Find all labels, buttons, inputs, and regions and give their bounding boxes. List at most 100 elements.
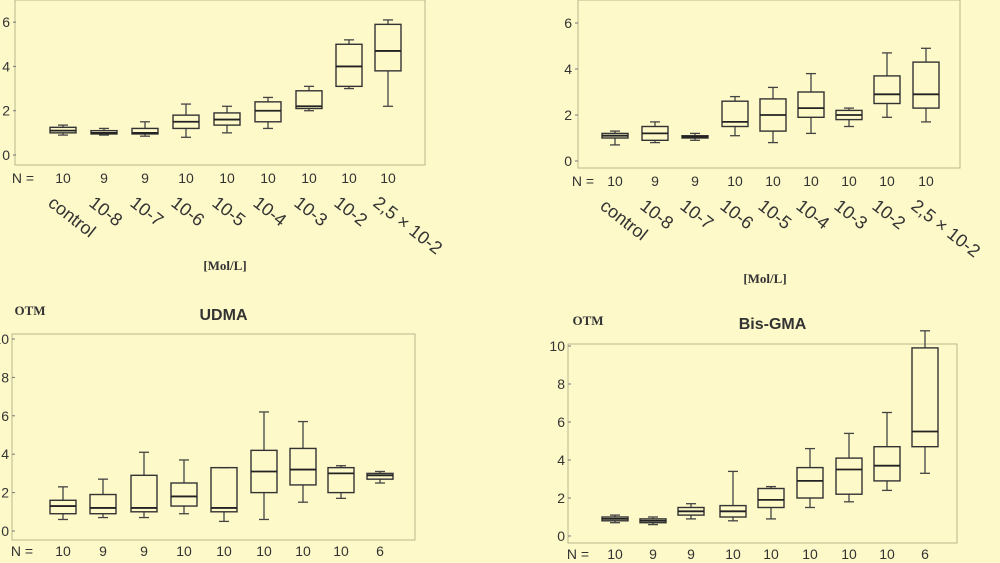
x-category-label: 10-4 xyxy=(250,192,291,230)
box-3 xyxy=(721,95,749,137)
box-8 xyxy=(366,470,394,484)
box-7 xyxy=(327,465,355,500)
box-iqr xyxy=(295,90,323,110)
box-2 xyxy=(130,451,158,519)
plot-frame xyxy=(577,0,961,169)
box-4 xyxy=(210,466,238,523)
box-iqr xyxy=(873,446,901,482)
box-5 xyxy=(250,411,278,521)
box-5 xyxy=(796,447,824,509)
n-count-label: 10 xyxy=(765,173,781,189)
n-count-label: 9 xyxy=(691,173,699,189)
box-3 xyxy=(172,103,200,138)
n-count-label: 10 xyxy=(725,546,741,562)
y-axis-label: OTM xyxy=(14,303,45,318)
y-tick-label: 0 xyxy=(2,147,10,163)
n-count-label: 10 xyxy=(918,173,934,189)
plot-frame xyxy=(11,333,416,541)
n-count-label: 10 xyxy=(219,170,235,186)
box-iqr xyxy=(131,127,159,135)
box-6 xyxy=(835,107,863,128)
x-category-label: 10-3 xyxy=(831,195,872,233)
n-count-label: 9 xyxy=(687,546,695,562)
n-count-label: 10 xyxy=(607,173,623,189)
box-iqr xyxy=(210,466,238,513)
box-8 xyxy=(374,19,402,107)
n-prefix-label: N = xyxy=(572,173,594,189)
n-prefix-label: N = xyxy=(567,546,589,562)
n-count-label: 9 xyxy=(141,170,149,186)
y-tick-label: 2 xyxy=(1,485,9,501)
box-1 xyxy=(89,478,117,519)
n-count-label: 10 xyxy=(55,543,71,559)
y-tick-label: 4 xyxy=(2,58,10,74)
y-tick-label: 2 xyxy=(564,107,572,123)
box-iqr xyxy=(374,23,402,72)
x-category-label: 10-5 xyxy=(209,192,250,230)
box-4 xyxy=(213,105,241,134)
chart-title: UDMA xyxy=(200,307,248,324)
n-count-label: 9 xyxy=(100,170,108,186)
n-count-label: 10 xyxy=(55,170,71,186)
box-iqr xyxy=(335,43,363,88)
x-unit-label: [Mol/L] xyxy=(203,258,246,273)
n-count-label: 10 xyxy=(763,546,779,562)
n-prefix-label: N = xyxy=(11,543,33,559)
panel-bis-gma: 0 2 4 6 8 10 OTM Bis-GMA N = 10 9 9 10 10 10 10 10 6 xyxy=(549,313,958,562)
box-2 xyxy=(131,121,159,137)
n-prefix-label: N = xyxy=(12,170,34,186)
n-count-label: 10 xyxy=(803,173,819,189)
y-axis-label: OTM xyxy=(572,313,603,328)
box-6 xyxy=(835,432,863,503)
box-4 xyxy=(757,485,785,520)
n-count-label: 9 xyxy=(649,546,657,562)
n-count-label: 10 xyxy=(333,543,349,559)
x-category-label: 10-3 xyxy=(291,192,332,230)
n-count-label: 10 xyxy=(727,173,743,189)
box-7 xyxy=(335,39,363,90)
box-iqr xyxy=(911,347,939,448)
box-iqr xyxy=(130,474,158,513)
box-1 xyxy=(90,127,118,136)
y-tick-label: 10 xyxy=(549,338,565,354)
box-0 xyxy=(49,124,77,136)
y-tick-label: 4 xyxy=(1,446,9,462)
y-tick-label: 10 xyxy=(0,331,9,347)
box-iqr xyxy=(327,466,355,494)
x-category-label: 2,5 × 10-2 xyxy=(370,192,447,258)
box-iqr xyxy=(757,487,785,509)
n-count-label: 9 xyxy=(651,173,659,189)
y-tick-label: 2 xyxy=(557,490,565,506)
x-category-label: 10-7 xyxy=(127,192,168,230)
x-category-label: 10-7 xyxy=(677,195,718,233)
n-count-label: 10 xyxy=(341,170,357,186)
box-iqr xyxy=(89,493,117,515)
n-count-label: 10 xyxy=(216,543,232,559)
y-tick-label: 6 xyxy=(1,408,9,424)
box-7 xyxy=(873,411,901,492)
n-count-label: 10 xyxy=(841,173,857,189)
y-tick-label: 4 xyxy=(564,61,572,77)
y-tick-label: 6 xyxy=(557,414,565,430)
plot-frame xyxy=(14,0,426,166)
box-3 xyxy=(719,470,747,522)
box-2 xyxy=(681,132,709,141)
box-1 xyxy=(641,121,669,144)
box-iqr xyxy=(912,61,940,109)
n-count-label: 10 xyxy=(256,543,272,559)
x-unit-label: [Mol/L] xyxy=(743,271,786,286)
box-iqr xyxy=(49,499,77,515)
box-iqr xyxy=(797,91,825,118)
box-4 xyxy=(759,86,787,144)
y-tick-label: 0 xyxy=(564,153,572,169)
x-category-label: 10-6 xyxy=(717,195,758,233)
y-tick-label: 6 xyxy=(564,15,572,31)
y-tick-label: 0 xyxy=(557,528,565,544)
chart-title: Bis-GMA xyxy=(739,316,807,333)
box-8 xyxy=(912,47,940,123)
box-5 xyxy=(254,96,282,130)
n-count-label: 10 xyxy=(178,170,194,186)
